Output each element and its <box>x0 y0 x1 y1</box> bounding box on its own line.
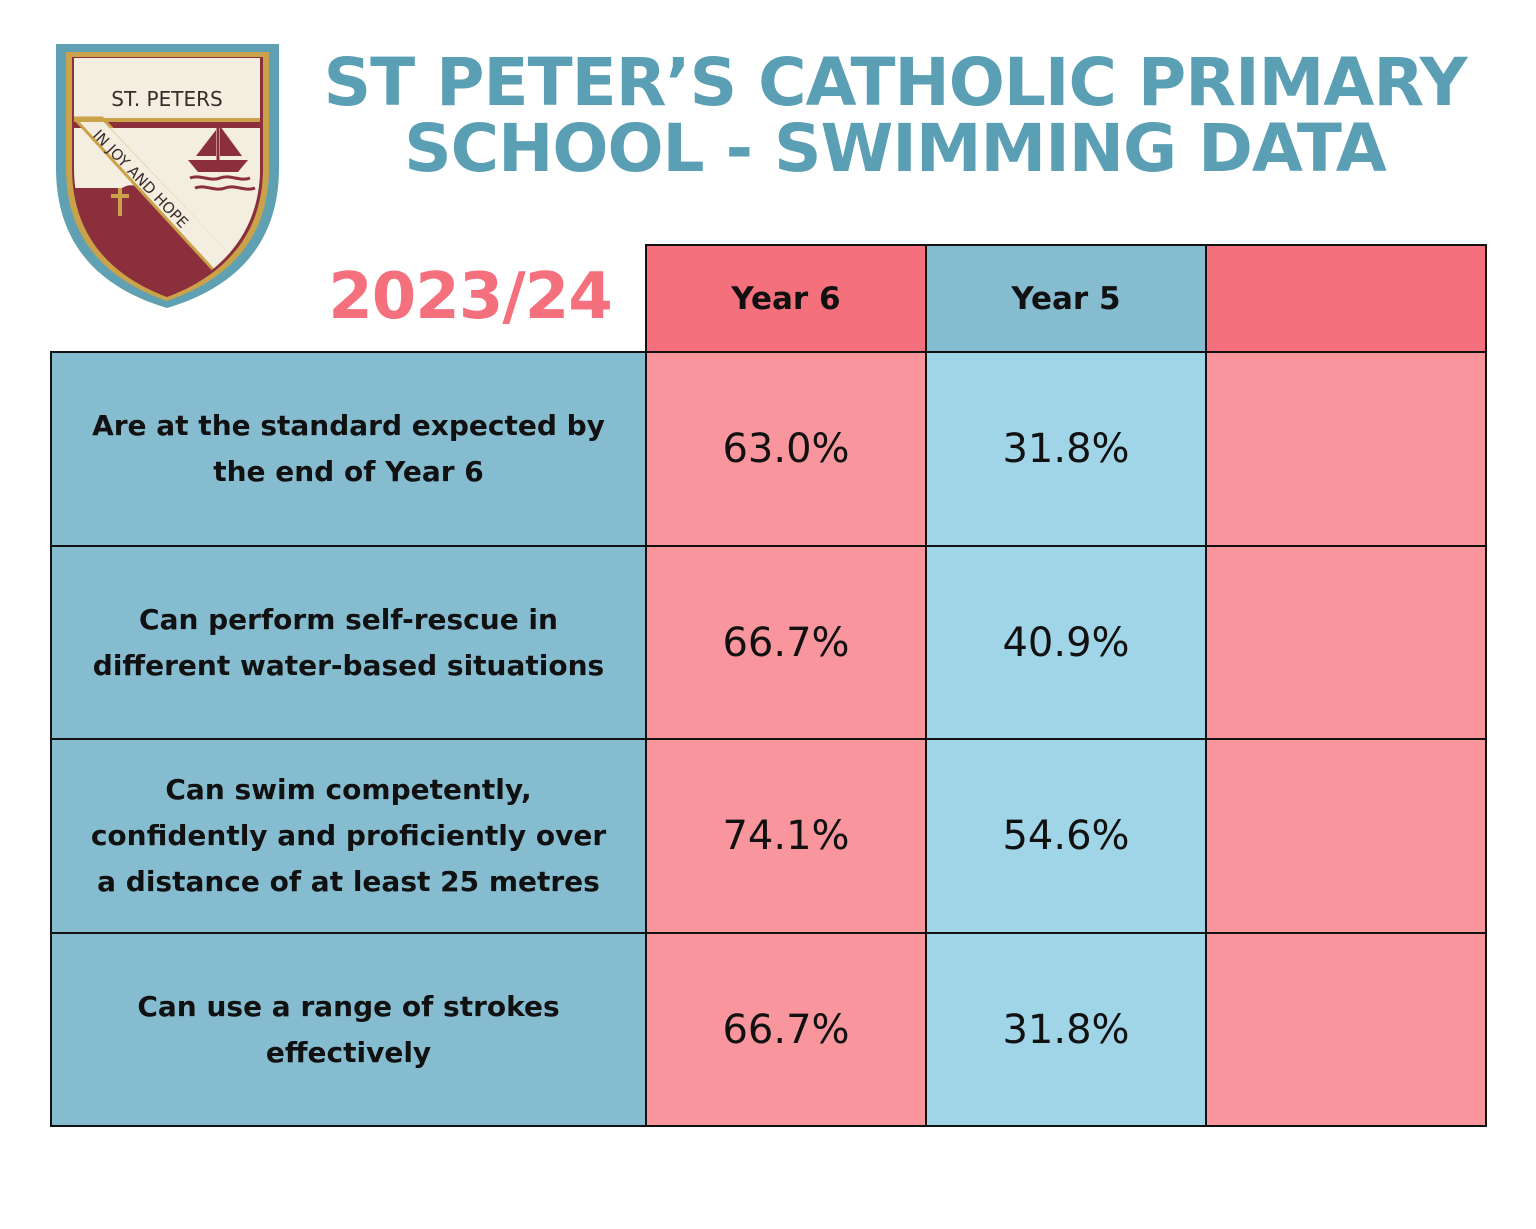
row-label: Can swim competently, confidently and pr… <box>50 738 647 934</box>
value-year-6: 63.0% <box>645 351 927 547</box>
value-year-6: 66.7% <box>645 932 927 1127</box>
school-crest-logo: ST. PETERS IN JOY AND HOPE <box>56 44 279 308</box>
academic-year: 2023/24 <box>328 260 613 334</box>
header-year-5: Year 5 <box>925 244 1207 353</box>
value-year-5: 31.8% <box>925 351 1207 547</box>
row-label: Can use a range of strokes effectively <box>50 932 647 1127</box>
svg-text:ST. PETERS: ST. PETERS <box>111 87 222 111</box>
value-year-5: 40.9% <box>925 545 1207 740</box>
header-empty <box>1205 244 1487 353</box>
page-title: ST PETER’S CATHOLIC PRIMARY SCHOOL - SWI… <box>300 50 1490 182</box>
row-label: Are at the standard expected by the end … <box>50 351 647 547</box>
title-line-1: ST PETER’S CATHOLIC PRIMARY <box>323 44 1468 121</box>
title-line-2: SCHOOL - SWIMMING DATA <box>404 110 1387 187</box>
value-year-5: 31.8% <box>925 932 1207 1127</box>
value-year-6: 74.1% <box>645 738 927 934</box>
value-year-5: 54.6% <box>925 738 1207 934</box>
value-empty <box>1205 738 1487 934</box>
value-empty <box>1205 545 1487 740</box>
value-empty <box>1205 351 1487 547</box>
row-label: Can perform self-rescue in different wat… <box>50 545 647 740</box>
header-year-6: Year 6 <box>645 244 927 353</box>
value-empty <box>1205 932 1487 1127</box>
value-year-6: 66.7% <box>645 545 927 740</box>
